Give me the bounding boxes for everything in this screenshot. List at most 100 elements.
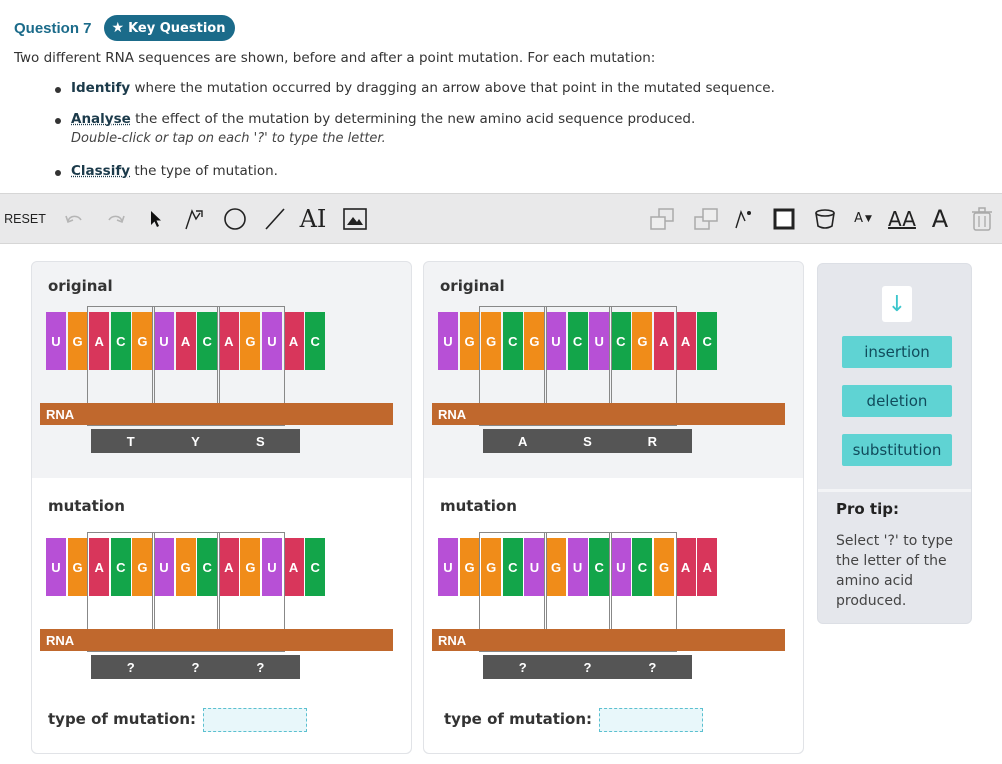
nucleotide-U: U	[524, 538, 545, 596]
mutation-type-dropzone[interactable]	[599, 708, 703, 732]
circle-icon[interactable]	[220, 194, 250, 243]
instruction-keyword[interactable]: Analyse	[71, 111, 131, 127]
nucleotide-U: U	[46, 538, 66, 596]
drawing-toolbar: RESET AI A ▼ AA A	[0, 193, 1002, 244]
nucleotide-A: A	[675, 312, 696, 370]
chip-deletion[interactable]: deletion	[842, 385, 952, 417]
reset-button[interactable]: RESET	[4, 211, 46, 226]
nucleotide-A: A	[89, 312, 110, 370]
nucleotide-G: G	[459, 538, 480, 596]
intro-text: Two different RNA sequences are shown, b…	[14, 50, 656, 66]
nucleotide-C: C	[197, 312, 218, 370]
codon-frame	[152, 306, 220, 426]
pen-style-icon[interactable]	[730, 194, 756, 243]
rna-strand: RNA	[432, 629, 785, 651]
image-icon[interactable]	[340, 194, 370, 243]
nucleotide-A: A	[697, 538, 718, 596]
amino-acid-input[interactable]: ?	[612, 655, 692, 679]
codon-frame	[216, 532, 285, 652]
mutation-type-dropzone[interactable]	[203, 708, 307, 732]
nucleotide-G: G	[524, 312, 545, 370]
text-tool-icon[interactable]: AI	[299, 204, 327, 233]
amino-acid-input[interactable]: ?	[220, 655, 300, 679]
key-question-badge: ★ Key Question	[103, 15, 236, 41]
rna-label: RNA	[438, 406, 467, 422]
select-arrow-icon[interactable]	[146, 194, 166, 243]
rna-strand: RNA	[40, 403, 393, 425]
draggable-arrow[interactable]: ↓	[882, 286, 912, 322]
divider	[818, 489, 971, 492]
nucleotide-G: G	[132, 312, 153, 370]
nucleotide-A: A	[218, 312, 239, 370]
instruction-keyword: Identify	[71, 80, 131, 96]
nucleotide-C: C	[110, 538, 131, 596]
bring-forward-icon[interactable]	[647, 194, 677, 243]
redo-icon[interactable]	[104, 194, 128, 243]
nucleotide-A: A	[89, 538, 110, 596]
codon-frame	[87, 532, 155, 652]
nucleotide-U: U	[262, 312, 282, 370]
nucleotide-C: C	[589, 538, 610, 596]
nucleotide-C: C	[610, 312, 631, 370]
type-of-mutation-label: type of mutation:	[48, 710, 197, 728]
nucleotide-C: C	[305, 312, 326, 370]
star-icon: ★	[111, 20, 125, 36]
nucleotide-C: C	[305, 538, 326, 596]
nucleotide-G: G	[240, 312, 261, 370]
badge-label: Key Question	[128, 20, 226, 36]
rna-label: RNA	[46, 406, 75, 422]
font-size-dropdown[interactable]: A ▼	[850, 194, 876, 243]
nucleotide-G: G	[459, 312, 480, 370]
rna-strand: RNA	[432, 403, 785, 425]
nucleotide-U: U	[610, 538, 631, 596]
nucleotide-G: G	[240, 538, 261, 596]
chip-substitution[interactable]: substitution	[842, 434, 952, 466]
font-size-small-label: A	[854, 211, 863, 226]
paint-bucket-icon[interactable]	[810, 194, 840, 243]
chip-insertion[interactable]: insertion	[842, 336, 952, 368]
amino-acid-box: R	[612, 429, 692, 453]
nucleotide-C: C	[567, 312, 588, 370]
font-large-icon[interactable]: A	[931, 204, 949, 233]
codon-frame	[479, 532, 547, 652]
nucleotide-G: G	[481, 312, 502, 370]
trash-icon[interactable]	[967, 194, 997, 243]
instruction-keyword[interactable]: Classify	[71, 163, 131, 179]
rna-label: RNA	[438, 632, 467, 648]
undo-icon[interactable]	[62, 194, 86, 243]
nucleotide-G: G	[175, 538, 196, 596]
fill-color-icon[interactable]	[769, 194, 799, 243]
nucleotide-A: A	[283, 538, 304, 596]
nucleotide-U: U	[438, 538, 458, 596]
codon-frame	[608, 306, 677, 426]
codon-frame	[479, 306, 547, 426]
tip-title: Pro tip:	[836, 500, 899, 518]
arrow-down-icon: ↓	[887, 291, 907, 317]
nucleotide-G: G	[632, 312, 653, 370]
original-label: original	[440, 277, 505, 295]
nucleotide-U: U	[546, 312, 566, 370]
rna-label: RNA	[46, 632, 75, 648]
nucleotide-G: G	[132, 538, 153, 596]
font-case-icon[interactable]: AA	[888, 206, 916, 231]
line-icon[interactable]	[260, 194, 290, 243]
original-label: original	[48, 277, 113, 295]
nucleotide-U: U	[567, 538, 588, 596]
send-backward-icon[interactable]	[691, 194, 721, 243]
nucleotide-C: C	[632, 538, 653, 596]
chevron-down-icon: ▼	[864, 213, 872, 224]
nucleotide-U: U	[154, 538, 174, 596]
type-of-mutation-label: type of mutation:	[444, 710, 593, 728]
nucleotide-C: C	[502, 312, 523, 370]
pen-icon[interactable]	[180, 194, 208, 243]
nucleotide-A: A	[218, 538, 239, 596]
rna-strand: RNA	[40, 629, 393, 651]
nucleotide-U: U	[262, 538, 282, 596]
nucleotide-A: A	[675, 538, 696, 596]
instruction-text: the effect of the mutation by determinin…	[130, 111, 696, 127]
question-header: Question 7 ★ Key Question	[14, 14, 236, 42]
amino-acid-box: S	[220, 429, 300, 453]
instruction-analyse: Analyse the effect of the mutation by de…	[55, 111, 815, 146]
